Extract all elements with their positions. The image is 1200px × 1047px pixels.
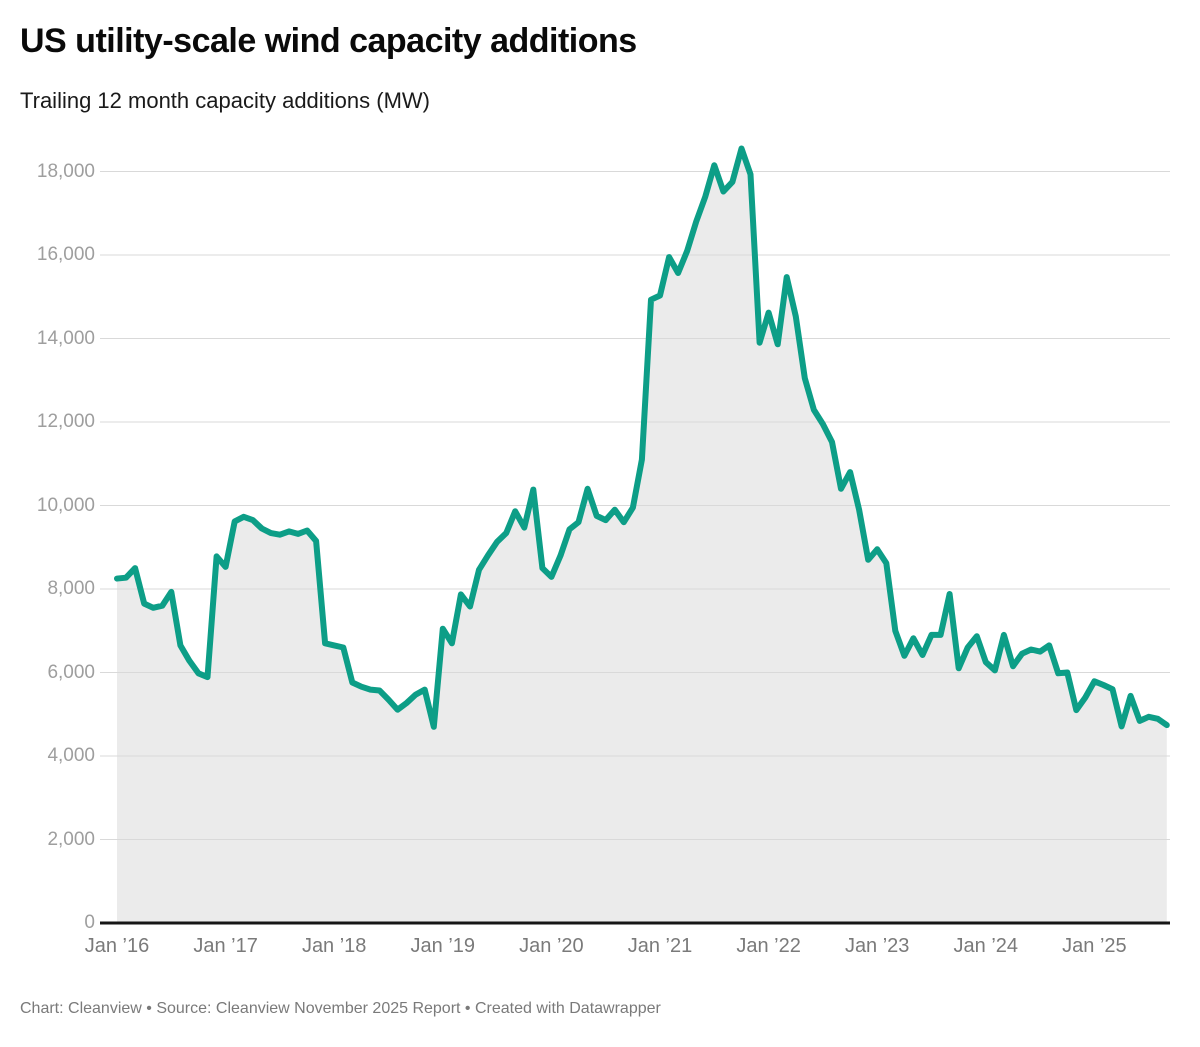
- x-tick-label: Jan ’22: [736, 935, 801, 957]
- x-tick-label: Jan ’21: [627, 935, 693, 957]
- x-tick-label: Jan ’19: [410, 935, 476, 957]
- y-tick-label: 2,000: [47, 828, 95, 850]
- y-tick-label: 4,000: [47, 745, 95, 766]
- x-tick-label: Jan ’25: [1062, 935, 1127, 957]
- y-tick-label: 18,000: [36, 160, 95, 182]
- x-tick-label: Jan ’18: [301, 935, 367, 957]
- y-tick-label: 14,000: [36, 327, 95, 349]
- y-tick-label: 10,000: [36, 494, 95, 516]
- x-tick-label: Jan ’23: [844, 935, 910, 957]
- data-line: [114, 145, 1170, 730]
- y-tick-label: 16,000: [36, 244, 95, 265]
- x-tick-label: Jan ’20: [519, 935, 584, 957]
- y-tick-label: 12,000: [36, 411, 95, 432]
- area-fill: [117, 148, 1167, 923]
- y-tick-label: 6,000: [47, 661, 95, 683]
- chart-subtitle: Trailing 12 month capacity additions (MW…: [20, 88, 431, 113]
- x-tick-label: Jan ’17: [193, 935, 258, 957]
- chart-title: US utility-scale wind capacity additions: [20, 22, 637, 60]
- chart-footer: Chart: Cleanview • Source: Cleanview Nov…: [20, 1000, 661, 1017]
- x-tick-label: Jan ’24: [953, 935, 1019, 957]
- x-tick-label: Jan ’16: [84, 935, 150, 957]
- y-tick-label: 0: [84, 912, 95, 933]
- y-tick-label: 8,000: [47, 578, 95, 599]
